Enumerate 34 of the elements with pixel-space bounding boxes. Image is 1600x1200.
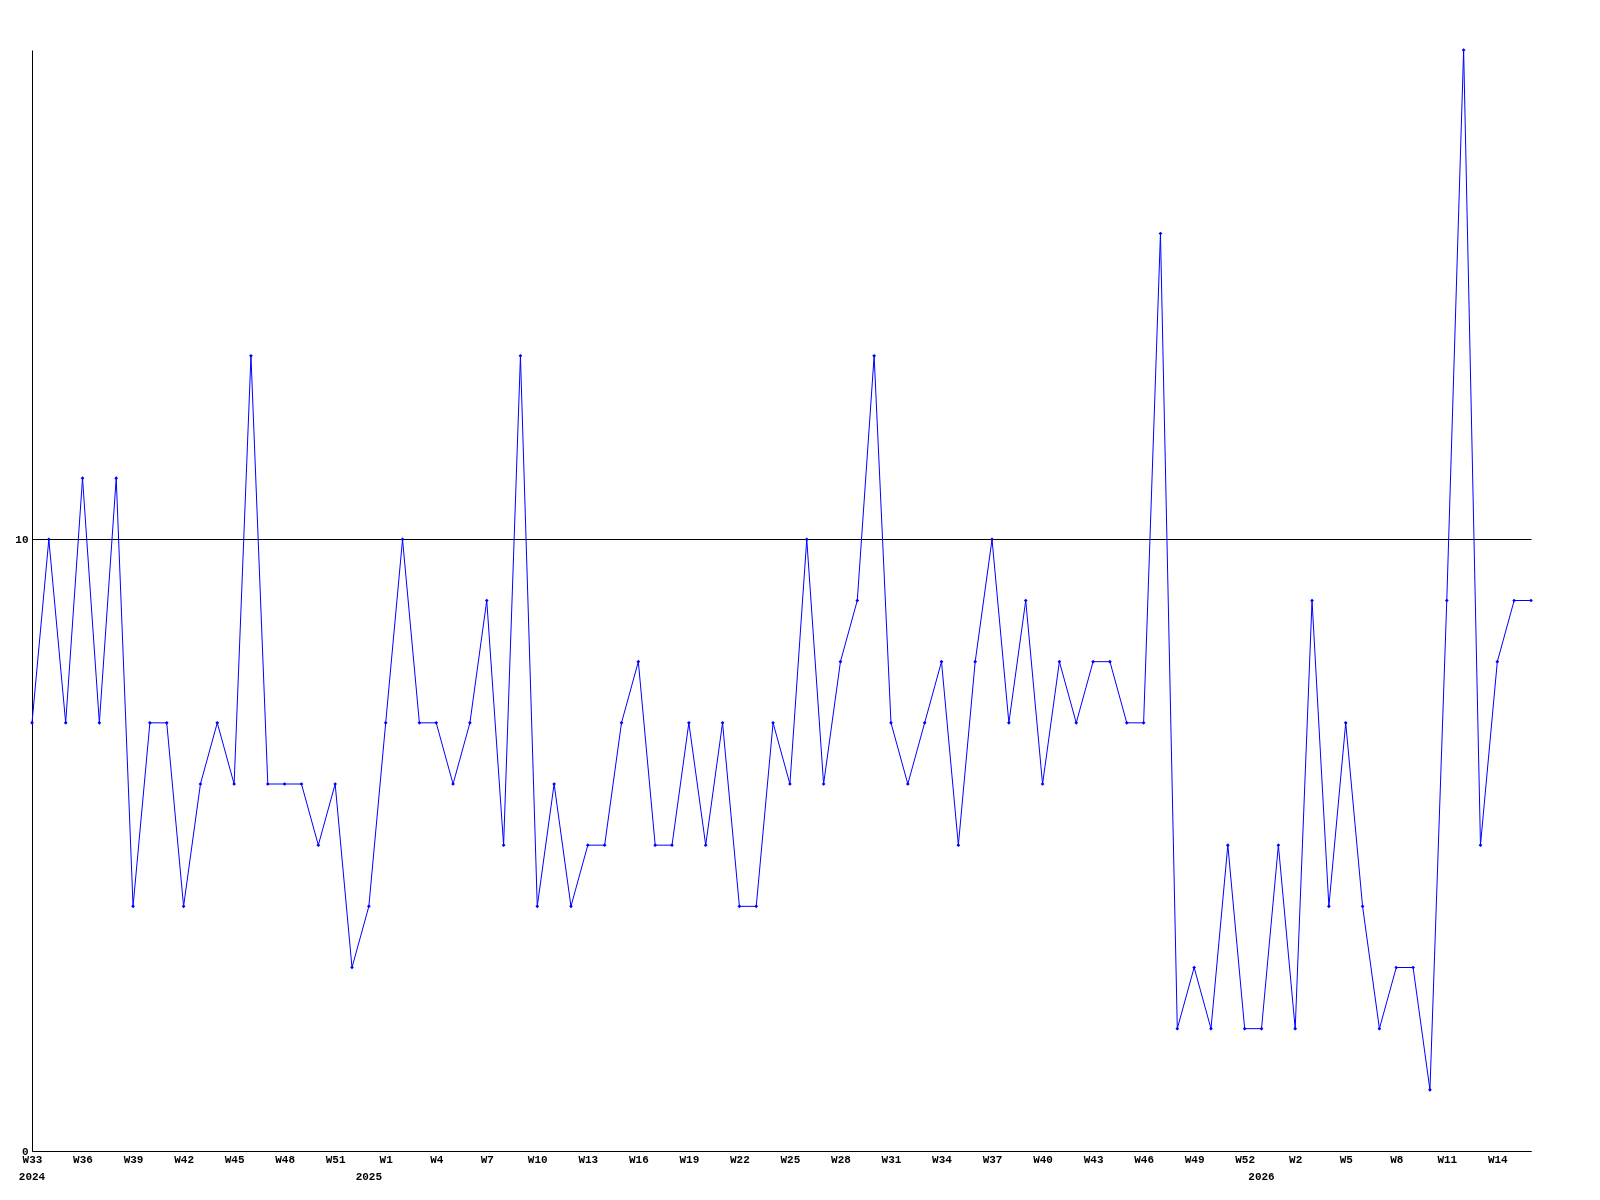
x-tick-label: W33 — [22, 1153, 43, 1166]
x-tick-label: W36 — [73, 1153, 93, 1166]
x-tick-label: W7 — [480, 1153, 494, 1166]
x-tick-label: W10 — [527, 1153, 548, 1166]
x-tick-label: W37 — [982, 1153, 1003, 1166]
x-tick-label: W31 — [881, 1153, 902, 1166]
x-tick-label: W43 — [1083, 1153, 1104, 1166]
x-tick-label: W48 — [275, 1153, 296, 1166]
x-tick-label: W19 — [679, 1153, 700, 1166]
x-tick-label: W4 — [430, 1153, 444, 1166]
x-tick-label: W13 — [578, 1153, 599, 1166]
text: 2024 — [18, 1171, 46, 1183]
y-tick-label: 10 — [15, 533, 29, 546]
x-tick-label: W28 — [831, 1153, 852, 1166]
x-tick-label: W45 — [224, 1153, 245, 1166]
x-tick-label: W22 — [729, 1153, 750, 1166]
x-tick-label: W34 — [932, 1153, 953, 1166]
x-tick-label: W25 — [780, 1153, 801, 1166]
x-tick-label: W11 — [1437, 1153, 1458, 1166]
x-tick-label: W51 — [325, 1153, 346, 1166]
x-tick-label: W16 — [628, 1153, 649, 1166]
x-tick-label: W42 — [174, 1153, 194, 1166]
x-tick-label: W1 — [379, 1153, 394, 1166]
x-tick-label: W8 — [1390, 1153, 1404, 1166]
x-tick-label: W40 — [1033, 1153, 1053, 1166]
x-tick-label: W52 — [1235, 1153, 1256, 1166]
x-tick-label: W2 — [1289, 1153, 1303, 1166]
x-tick-label: W5 — [1339, 1153, 1354, 1166]
text: 2025 — [355, 1171, 383, 1183]
x-tick-label: W46 — [1134, 1153, 1155, 1166]
x-tick-label: W49 — [1184, 1153, 1205, 1166]
x-tick-label: W39 — [123, 1153, 144, 1166]
text: 2026 — [1248, 1171, 1275, 1183]
x-tick-label: W14 — [1487, 1153, 1509, 1166]
